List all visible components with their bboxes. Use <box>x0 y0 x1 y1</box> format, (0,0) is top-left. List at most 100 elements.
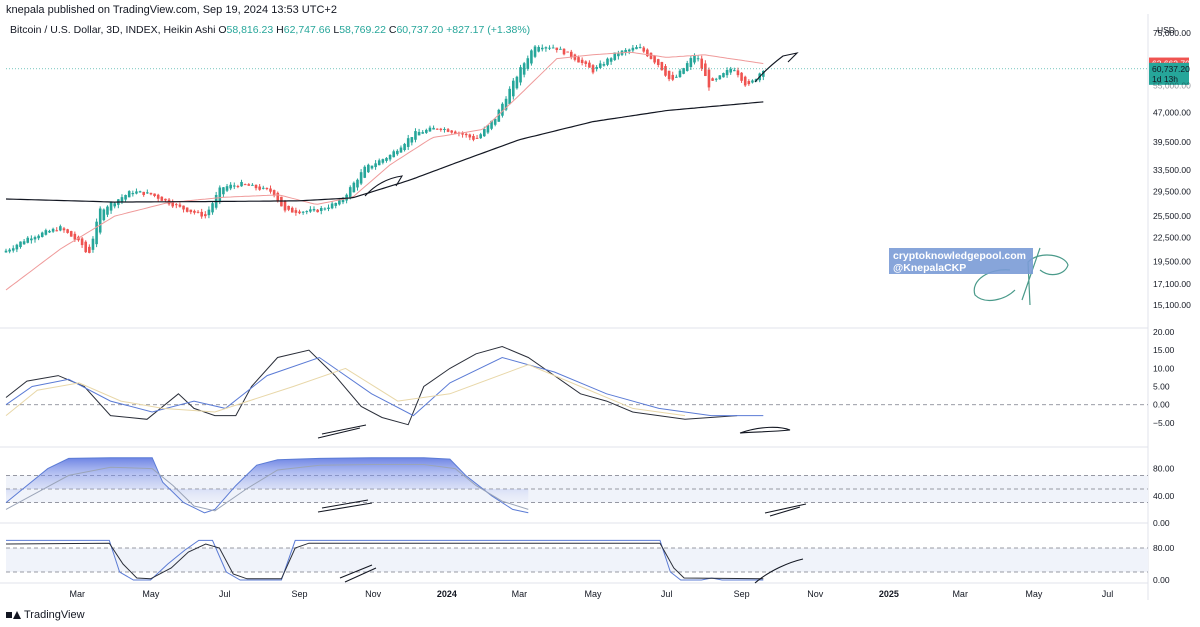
hidden-tick-label: 55,000.00 <box>1153 81 1191 91</box>
candle-body <box>356 179 359 188</box>
candle-body <box>283 201 287 211</box>
candle-body <box>312 209 316 211</box>
time-tick-label: May <box>142 589 160 599</box>
candle-body <box>232 185 236 187</box>
last-price-text: 60,737.20 <box>1152 64 1190 74</box>
osc-tick-label: 0.00 <box>1153 575 1170 585</box>
candle-body <box>392 151 396 158</box>
price-tick-label: 19,500.00 <box>1153 257 1191 267</box>
candle-body <box>207 209 211 216</box>
candle-body <box>8 249 11 252</box>
candle-body <box>522 63 526 75</box>
candle-body <box>399 147 403 153</box>
candle-body <box>530 50 533 64</box>
oscillator-line <box>5 542 764 580</box>
candle-body <box>33 237 37 240</box>
time-tick-label: 2024 <box>437 589 457 599</box>
candle-body <box>19 241 22 248</box>
footer-brand-text: TradingView <box>24 609 85 621</box>
pen-stroke-drawing <box>317 424 367 439</box>
candle-body <box>225 186 229 191</box>
candle-body <box>584 61 588 64</box>
candle-body <box>95 221 98 245</box>
pen-stroke-drawing <box>764 503 807 517</box>
candle-body <box>667 70 671 80</box>
oscillator-pane-1[interactable] <box>5 345 1148 426</box>
candle-body <box>490 120 493 129</box>
candle-body <box>258 186 261 190</box>
symbol-legend: Bitcoin / U.S. Dollar, 3D, INDEX, Heikin… <box>10 24 530 36</box>
candle-body <box>598 63 602 68</box>
candle-body <box>55 230 59 232</box>
candle-body <box>515 76 519 89</box>
candle-body <box>483 128 486 137</box>
candle-body <box>374 163 377 168</box>
candle-body <box>580 59 584 64</box>
candle-body <box>642 47 646 52</box>
fast-moving-average-line <box>5 51 764 291</box>
candle-body <box>156 194 160 199</box>
candle-body <box>127 191 131 198</box>
candle-body <box>704 63 707 77</box>
price-tick-label: 25,500.00 <box>1153 211 1191 221</box>
candle-body <box>653 55 656 63</box>
candle-body <box>330 203 334 209</box>
candle-body <box>577 57 580 63</box>
candle-body <box>504 98 508 110</box>
candle-body <box>66 229 69 233</box>
time-axis[interactable]: Mar May Jul Sep Nov 2024 Mar May Jul Sep Nov 2025 Ma… <box>70 589 1114 599</box>
candle-body <box>73 233 77 240</box>
candle-body <box>153 193 156 196</box>
candle-body <box>80 238 84 246</box>
candle-body <box>182 205 185 210</box>
candle-body <box>685 63 689 71</box>
price-pane[interactable] <box>4 43 765 291</box>
candle-body <box>261 187 265 189</box>
oscillator-pane-3[interactable] <box>5 539 1148 581</box>
candle-body <box>113 203 117 207</box>
last-price-tag <box>1149 62 1189 85</box>
candle-body <box>348 187 352 198</box>
candle-body <box>740 72 743 81</box>
candle-body <box>218 187 222 202</box>
drawing-annotations[interactable] <box>317 52 1069 584</box>
candle-body <box>26 237 30 243</box>
candle-body <box>540 47 544 50</box>
candle-body <box>439 128 443 131</box>
pen-stroke-drawing <box>364 175 404 197</box>
watermark-box: cryptoknowledgepool.com@KnepalaCKP <box>889 248 1033 274</box>
candle-body <box>707 69 711 88</box>
candle-body <box>588 62 591 68</box>
candle-body <box>4 250 8 253</box>
candle-body <box>660 62 664 71</box>
candle-body <box>69 231 73 237</box>
candle-body <box>30 238 33 241</box>
symbol-name: Bitcoin / U.S. Dollar, 3D, INDEX, Heikin… <box>10 24 216 36</box>
candle-body <box>102 209 106 221</box>
candle-body <box>367 164 370 173</box>
candle-body <box>22 241 26 245</box>
low-label: L <box>333 24 340 36</box>
candle-body <box>385 157 388 161</box>
band-fill <box>6 548 1148 572</box>
candle-body <box>131 193 135 195</box>
candle-body <box>84 241 88 253</box>
candle-body <box>497 109 501 122</box>
candle-body <box>410 137 414 143</box>
candle-body <box>446 129 450 132</box>
candle-body <box>501 103 504 116</box>
oscillator-pane-2[interactable] <box>5 457 1148 514</box>
high-label: H <box>276 24 284 36</box>
countdown-text: 1d 13h <box>1152 74 1178 84</box>
candle-body <box>287 205 290 210</box>
candle-body <box>175 204 178 206</box>
footer-brand[interactable]: TradingView <box>6 609 85 621</box>
candle-body <box>743 76 747 86</box>
candle-body <box>725 70 729 76</box>
candle-body <box>414 131 417 140</box>
candle-body <box>229 184 232 189</box>
pen-stroke-drawing <box>339 564 377 583</box>
